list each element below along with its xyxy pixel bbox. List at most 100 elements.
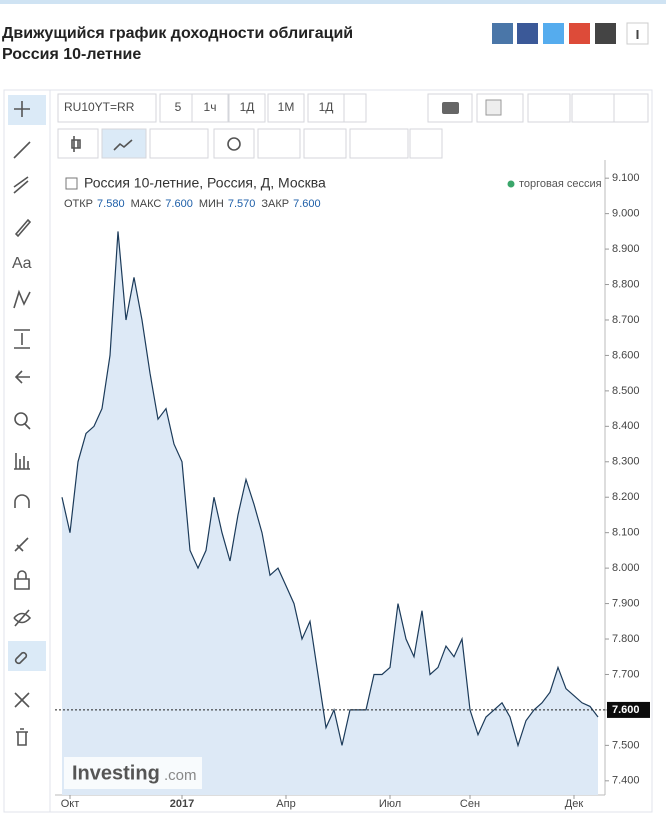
ohlc-value: 7.600: [293, 198, 321, 210]
icon-glyph: [16, 728, 28, 746]
page-title: Россия 10-летние: [2, 46, 141, 63]
y-tick-label: 8.800: [612, 278, 640, 290]
tool-icon[interactable]: [14, 453, 30, 470]
twitter-icon[interactable]: [543, 23, 564, 44]
icon-glyph: [14, 453, 30, 470]
tool-icon[interactable]: [13, 609, 32, 627]
candle-icon: [71, 136, 81, 152]
interval-btn[interactable]: [307, 93, 345, 123]
tool-icons: Aa: [12, 101, 32, 746]
ohlc-label: МАКС: [131, 198, 162, 210]
top-toolbar: RU10YT=RR 5 1ч 1Д 1М 1Д: [57, 93, 649, 159]
icon-glyph: [13, 176, 29, 194]
ohlc-label: ЗАКР: [261, 198, 289, 210]
x-tick-label: Окт: [61, 798, 80, 810]
x-tick-label: Дек: [565, 798, 584, 810]
area-fill: [62, 231, 598, 795]
tool-icon[interactable]: [14, 218, 32, 238]
icon-glyph: [13, 141, 31, 159]
tool-icon[interactable]: [14, 370, 30, 384]
icon-glyph: [14, 651, 28, 665]
y-tick-label: 8.100: [612, 527, 640, 539]
tool-btn[interactable]: [213, 128, 255, 159]
tool-icon[interactable]: [14, 651, 28, 665]
tool-icon[interactable]: [14, 692, 30, 708]
icon-glyph: [14, 329, 30, 349]
interval-btn[interactable]: [267, 93, 305, 123]
watermark-brand: Investing: [72, 762, 160, 784]
y-tick-label: 9.000: [612, 208, 640, 220]
icon-glyph: [14, 101, 30, 117]
facebook-icon[interactable]: [517, 23, 538, 44]
settings-icon: [227, 137, 241, 151]
y-tick-label: 8.700: [612, 314, 640, 326]
tool-icon[interactable]: [13, 141, 31, 159]
y-tick-label: 8.400: [612, 420, 640, 432]
interval-btn[interactable]: [228, 93, 266, 123]
icon-glyph: [14, 570, 30, 590]
mail-icon[interactable]: [595, 23, 616, 44]
tool-btn[interactable]: [409, 128, 443, 159]
y-tick-label: 9.100: [612, 172, 640, 184]
x-tick-label: Апр: [276, 798, 295, 810]
interval-btn[interactable]: [191, 93, 229, 123]
tool-btn[interactable]: [149, 128, 209, 159]
share-icons: [492, 22, 649, 45]
legend-name: Россия 10-летние, Россия, Д, Москва: [84, 175, 326, 191]
tool-icon[interactable]: [14, 101, 30, 117]
interval-label[interactable]: 1М: [278, 100, 295, 114]
tool-icon[interactable]: [16, 728, 28, 746]
google-icon[interactable]: [569, 23, 590, 44]
tool-btn[interactable]: [257, 128, 301, 159]
ohlc-label: МИН: [199, 198, 224, 210]
vk-icon[interactable]: [492, 23, 513, 44]
tool-icon[interactable]: [14, 537, 29, 552]
y-tick-label: 7.400: [612, 775, 640, 787]
last-price-label: 7.600: [612, 704, 640, 716]
tool-icon[interactable]: [14, 412, 31, 430]
interval-btn[interactable]: [159, 93, 197, 123]
interval-label[interactable]: 1Д: [240, 100, 255, 114]
y-tick-label: 8.600: [612, 349, 640, 361]
tool-btn[interactable]: [349, 128, 409, 159]
ohlc-label: ОТКР: [64, 198, 93, 210]
text-tool[interactable]: Aa: [12, 255, 32, 272]
symbol-box[interactable]: [57, 93, 157, 123]
y-tick-label: 8.900: [612, 243, 640, 255]
tool-icon[interactable]: [14, 494, 30, 508]
symbol: RU10YT=RR: [64, 100, 135, 114]
session-label: торговая сессия: [519, 178, 602, 190]
ohlc-value: 7.600: [165, 198, 193, 210]
ohlc-value: 7.570: [228, 198, 256, 210]
y-tick-label: 8.500: [612, 385, 640, 397]
tool-icon[interactable]: [13, 289, 31, 309]
active-tool[interactable]: [8, 95, 46, 125]
color-swatch: [485, 99, 502, 116]
y-tick-label: 7.800: [612, 633, 640, 645]
icon-glyph: [14, 412, 31, 430]
tool-btn[interactable]: [613, 93, 649, 123]
collapse-btn[interactable]: [65, 177, 78, 190]
interval-label[interactable]: 1Д: [319, 100, 334, 114]
icon-glyph: [13, 609, 32, 627]
tool-icon[interactable]: [14, 329, 30, 349]
y-tick-label: 7.500: [612, 739, 640, 751]
tool-icon[interactable]: [13, 176, 29, 194]
dropdown[interactable]: [343, 93, 367, 123]
y-tick-label: 7.700: [612, 668, 640, 680]
watermark-bg: [64, 757, 202, 789]
session-dot: [507, 180, 515, 188]
camera: [442, 102, 459, 114]
ohlc-info: ОТКР 7.580 МАКС 7.600 МИН 7.570 ЗАКР 7.600: [64, 198, 321, 210]
tool-btn[interactable]: [303, 128, 347, 159]
interval-label[interactable]: 1ч: [204, 100, 217, 114]
tool-icon[interactable]: [14, 570, 30, 590]
x-tick-label: 2017: [170, 798, 194, 810]
interval-label[interactable]: 5: [175, 100, 182, 114]
tool-btn[interactable]: [571, 93, 615, 123]
area-icon: [113, 139, 133, 151]
tool-btn[interactable]: [527, 93, 571, 123]
icon-glyph: [14, 218, 32, 238]
